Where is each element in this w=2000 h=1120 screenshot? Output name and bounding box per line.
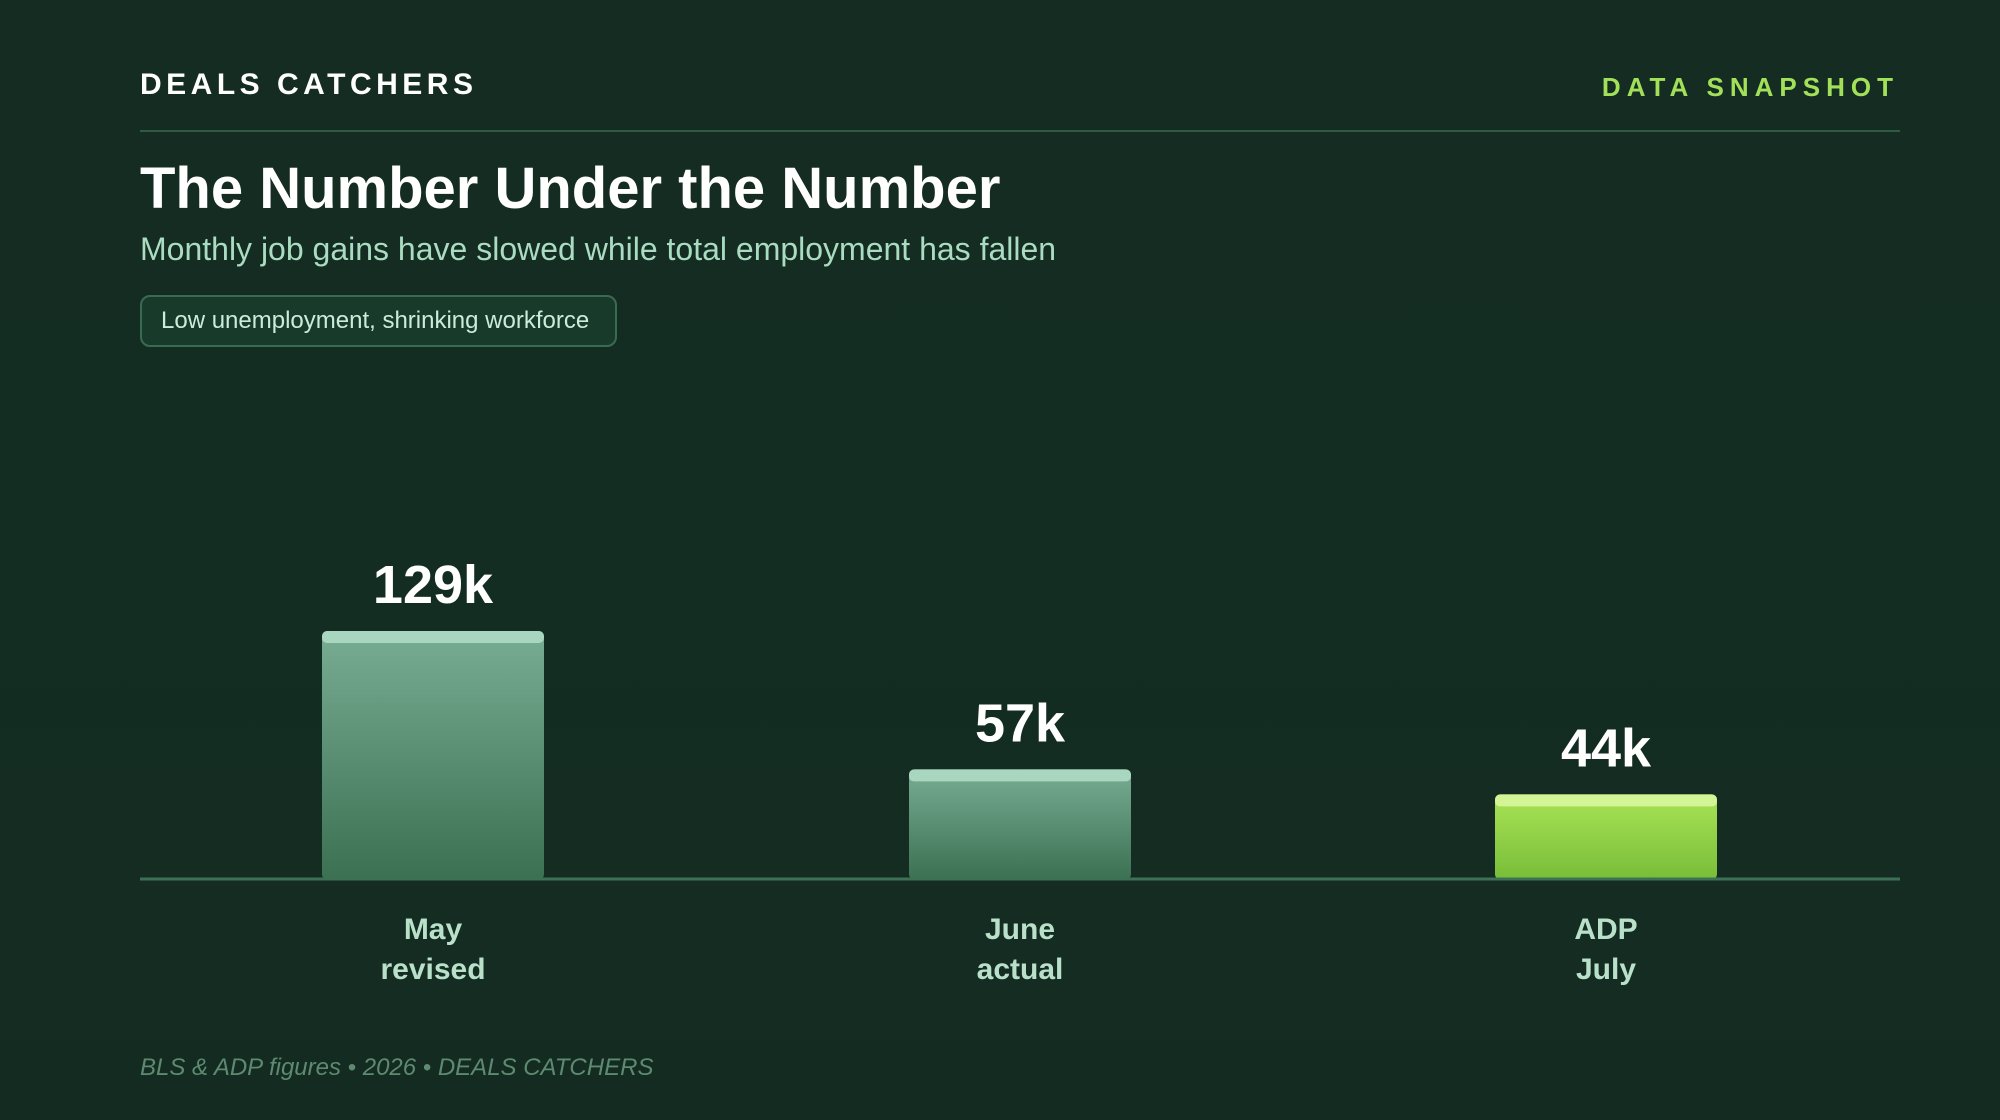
category-label-2-line-0: ADP (1574, 913, 1637, 946)
page-title: The Number Under the Number (140, 156, 1001, 221)
bar-1 (909, 769, 1131, 880)
category-label-0-line-0: May (404, 913, 463, 946)
bar-value-label-1: 57k (975, 693, 1066, 753)
header-divider (140, 130, 1900, 132)
bar-cap-1 (909, 769, 1131, 782)
bar-value-label-2: 44k (1561, 718, 1652, 778)
bar-cap-2 (1495, 794, 1717, 807)
source-footnote: BLS & ADP figures • 2026 • DEALS CATCHER… (140, 1054, 654, 1081)
category-label-2-line-1: July (1576, 953, 1636, 986)
bar-2 (1495, 794, 1717, 880)
insight-badge: Low unemployment, shrinking workforce (140, 295, 618, 347)
brand-logo-text: DEALS CATCHERS (140, 68, 478, 101)
bar-cap-0 (322, 631, 544, 643)
category-label-0-line-1: revised (380, 953, 485, 986)
bar-0 (322, 631, 544, 880)
page-subtitle: Monthly job gains have slowed while tota… (140, 231, 1057, 267)
category-label-1-line-1: actual (977, 953, 1064, 986)
bar-value-label-0: 129k (373, 555, 494, 615)
category-label-1-line-0: June (985, 913, 1055, 946)
section-tag: DATA SNAPSHOT (1601, 72, 1899, 102)
